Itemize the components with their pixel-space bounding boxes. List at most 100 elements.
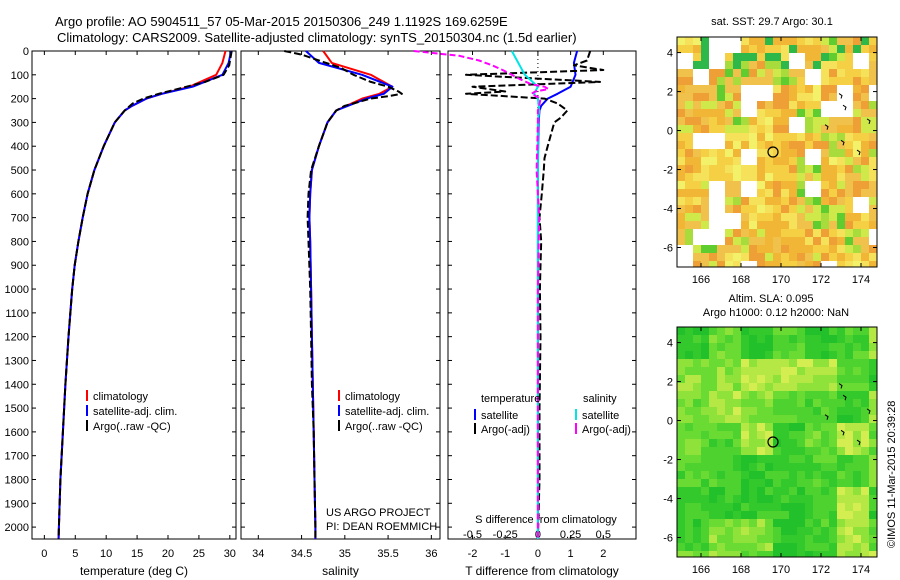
map-cell: [813, 383, 821, 391]
map-cell: [861, 527, 869, 535]
map-cell: [869, 261, 877, 267]
map-cell: [797, 149, 805, 157]
map-cell: [685, 157, 693, 165]
map-cell: [789, 399, 797, 407]
map-cell: [701, 213, 709, 221]
map-cell: [821, 519, 829, 527]
map-cell: [837, 69, 845, 77]
map-cell: [845, 423, 853, 431]
map-cell: [757, 495, 765, 503]
map-cell: [693, 173, 701, 181]
map-cell: [749, 383, 757, 391]
map-cell: [861, 375, 869, 383]
map-cell: [733, 77, 741, 85]
map-cell: [821, 471, 829, 479]
y-tick-label: 400: [11, 141, 29, 153]
map-cell: [701, 527, 709, 535]
map-cell: [765, 391, 773, 399]
map-cell: [765, 165, 773, 173]
map-cell: [845, 407, 853, 415]
map-cell: [717, 261, 725, 267]
map-cell: [813, 229, 821, 237]
map-cell: [749, 535, 757, 543]
map-cell: [693, 439, 701, 447]
map-cell: [693, 261, 701, 267]
map-cell: [741, 391, 749, 399]
map-cell: [693, 471, 701, 479]
map-cell: [741, 519, 749, 527]
map-cell: [869, 69, 877, 77]
map-cell: [693, 375, 701, 383]
map-cell: [749, 69, 757, 77]
map-cell: [813, 527, 821, 535]
annotation-line: PI: DEAN ROEMMICH: [326, 521, 437, 533]
map-cell: [789, 69, 797, 77]
map-cell: [725, 101, 733, 109]
map-cell: [773, 125, 781, 133]
map-cell: [805, 471, 813, 479]
map-cell: [853, 375, 861, 383]
map-cell: [773, 383, 781, 391]
map-cell: [789, 375, 797, 383]
map-cell: [813, 37, 821, 45]
map-cell: [757, 503, 765, 511]
map-cell: [749, 415, 757, 423]
map-cell: [733, 229, 741, 237]
map-cell: [805, 327, 813, 335]
map-cell: [677, 181, 685, 189]
map-cell: [853, 109, 861, 117]
map-cell: [685, 37, 693, 45]
map-cell: [725, 335, 733, 343]
map-cell: [717, 359, 725, 367]
map-cell: [805, 431, 813, 439]
map-cell: [845, 237, 853, 245]
map-cell: [685, 327, 693, 335]
map-cell: [741, 407, 749, 415]
map-cell: [693, 431, 701, 439]
map-cell: [757, 125, 765, 133]
x-axis-label: T difference from climatology: [465, 564, 619, 578]
y-tick-label: -4: [663, 204, 673, 216]
x-tick-label: 172: [812, 564, 830, 576]
map-cell: [829, 447, 837, 455]
map-cell: [805, 359, 813, 367]
map-cell: [789, 205, 797, 213]
map-cell: [781, 519, 789, 527]
map-cell: [821, 245, 829, 253]
map-cell: [853, 447, 861, 455]
map-cell: [685, 359, 693, 367]
map-cell: [861, 359, 869, 367]
map-cell: [837, 61, 845, 69]
map-cell: [693, 85, 701, 93]
map-cell: [701, 157, 709, 165]
map-cell: [829, 391, 837, 399]
map-cell: [685, 229, 693, 237]
map-cell: [693, 383, 701, 391]
legend-label: satellite-adj. clim.: [93, 406, 177, 418]
map-cell: [829, 407, 837, 415]
map-cell: [757, 543, 765, 551]
map-cell: [837, 221, 845, 229]
map-cell: [725, 245, 733, 253]
map-cell: [861, 93, 869, 101]
map-cell: [781, 551, 789, 557]
map-cell: [861, 229, 869, 237]
map-cell: [693, 253, 701, 261]
map-cell: [725, 261, 733, 267]
map-cell: [821, 447, 829, 455]
map-cell: [725, 173, 733, 181]
y-tick-label: 700: [11, 213, 29, 225]
map-cell: [725, 511, 733, 519]
map-cell: [677, 551, 685, 557]
map-cell: [829, 327, 837, 335]
map-cell: [749, 173, 757, 181]
map-cell: [717, 543, 725, 551]
map-cell: [781, 253, 789, 261]
map-cell: [733, 463, 741, 471]
map-cell: [717, 495, 725, 503]
map-cell: [693, 109, 701, 117]
map-cell: [837, 205, 845, 213]
map-cell: [749, 511, 757, 519]
map-cell: [845, 141, 853, 149]
map-cell: [701, 53, 709, 61]
